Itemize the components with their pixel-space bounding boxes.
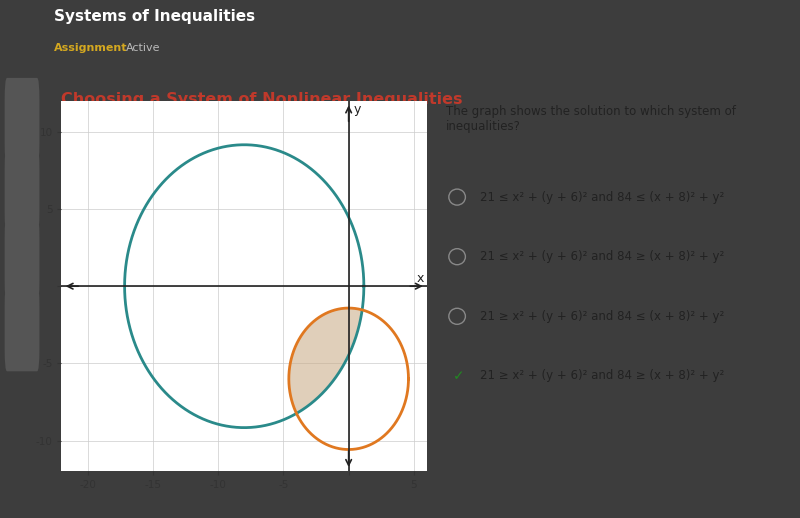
Text: x: x — [417, 271, 424, 284]
FancyBboxPatch shape — [5, 284, 39, 371]
Text: y: y — [354, 104, 362, 117]
Text: Assignment: Assignment — [54, 42, 128, 53]
Text: 21 ≤ x² + (y + 6)² and 84 ≤ (x + 8)² + y²: 21 ≤ x² + (y + 6)² and 84 ≤ (x + 8)² + y… — [480, 191, 724, 204]
FancyBboxPatch shape — [5, 147, 39, 234]
Text: 21 ≤ x² + (y + 6)² and 84 ≥ (x + 8)² + y²: 21 ≤ x² + (y + 6)² and 84 ≥ (x + 8)² + y… — [480, 250, 724, 263]
FancyBboxPatch shape — [5, 78, 39, 165]
FancyBboxPatch shape — [5, 215, 39, 303]
Text: Active: Active — [126, 42, 161, 53]
Text: The graph shows the solution to which system of
inequalities?: The graph shows the solution to which sy… — [446, 106, 736, 134]
Text: ✓: ✓ — [454, 369, 465, 383]
Text: Systems of Inequalities: Systems of Inequalities — [54, 9, 255, 24]
Text: Choosing a System of Nonlinear Inequalities: Choosing a System of Nonlinear Inequalit… — [62, 92, 463, 107]
Text: 21 ≥ x² + (y + 6)² and 84 ≥ (x + 8)² + y²: 21 ≥ x² + (y + 6)² and 84 ≥ (x + 8)² + y… — [480, 369, 724, 382]
Text: 21 ≥ x² + (y + 6)² and 84 ≤ (x + 8)² + y²: 21 ≥ x² + (y + 6)² and 84 ≤ (x + 8)² + y… — [480, 310, 724, 323]
